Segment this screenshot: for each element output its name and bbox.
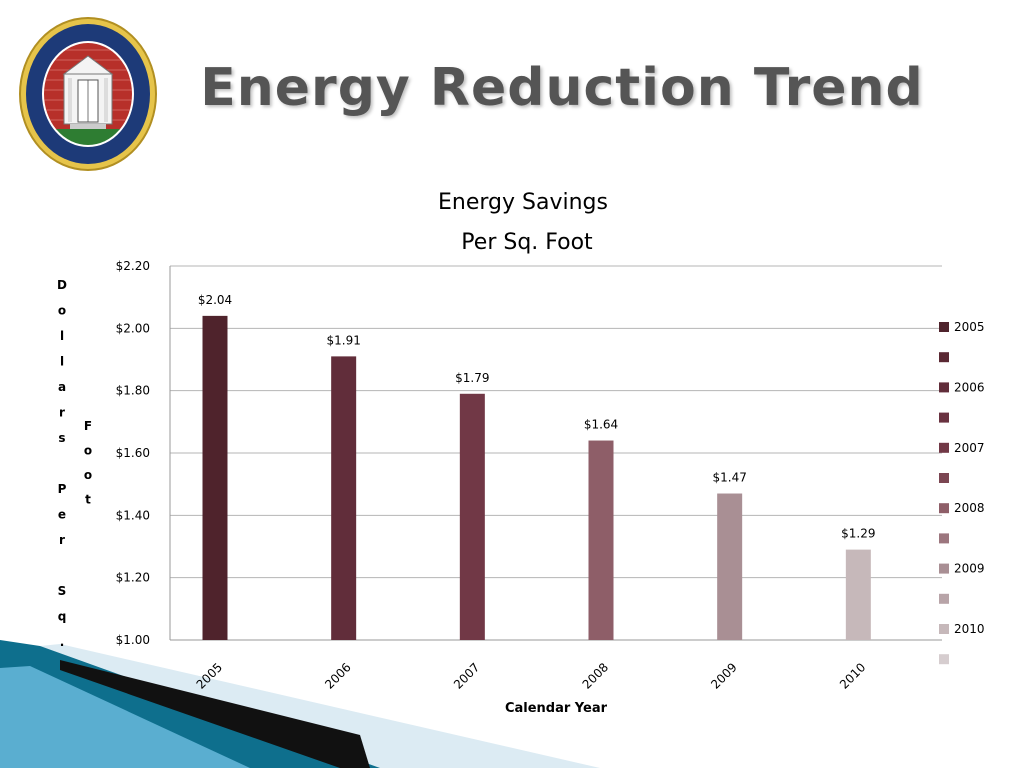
x-axis-ticks: 2005 2006 2007 2008 2009 2010 <box>194 660 869 691</box>
y-tick-label: $2.20 <box>116 259 150 273</box>
y-axis-label-char: t <box>85 493 91 507</box>
legend-swatch <box>939 533 949 544</box>
bar-value-label: $1.64 <box>584 418 618 432</box>
legend-swatch <box>939 473 949 483</box>
bar-value-label: $1.91 <box>326 333 360 347</box>
bar <box>331 356 357 640</box>
legend-swatch <box>939 503 949 514</box>
x-tick-label: 2010 <box>837 660 868 691</box>
chart-title: Energy Savings <box>438 190 608 215</box>
y-axis-label-char: a <box>58 380 66 394</box>
y-axis-label-char: F <box>84 419 92 433</box>
y-axis-label-char: l <box>60 355 64 369</box>
legend-label: 2010 <box>954 622 985 636</box>
bar <box>459 393 485 640</box>
x-tick-label: 2008 <box>580 660 611 691</box>
y-axis-label-char: o <box>84 468 92 482</box>
y-axis-ticks: $1.00 $1.20 $1.40 $1.60 $1.80 $2.00 $2.20 <box>116 259 150 647</box>
legend-label: 2009 <box>954 562 985 576</box>
bar <box>202 315 228 640</box>
y-tick-label: $1.00 <box>116 633 150 647</box>
y-tick-label: $1.40 <box>116 508 150 522</box>
y-axis-label-char: r <box>59 406 65 420</box>
corner-swoosh-decoration <box>0 640 600 768</box>
legend-swatch <box>939 624 949 634</box>
legend-swatch <box>939 412 949 423</box>
legend-swatch <box>939 654 949 665</box>
slide-title: Energy Reduction Trend <box>200 58 924 118</box>
y-tick-label: $1.80 <box>116 384 150 398</box>
x-tick-label: 2006 <box>322 660 353 691</box>
y-axis-label-char: e <box>58 508 66 522</box>
legend-swatch <box>939 442 949 453</box>
bar <box>588 440 614 640</box>
bar <box>717 493 743 640</box>
chart-subtitle: Per Sq. Foot <box>461 230 593 255</box>
bar-value-label: $1.29 <box>841 527 875 541</box>
y-axis-label-char: o <box>84 444 92 458</box>
x-tick-label: 2007 <box>451 660 482 691</box>
legend-label: 2008 <box>954 501 985 515</box>
y-axis-label-char: q <box>58 610 67 624</box>
legend-swatch <box>939 322 949 332</box>
x-tick-label: 2005 <box>194 660 225 691</box>
bar-value-label: $1.79 <box>455 371 489 385</box>
legend-swatch <box>939 593 949 604</box>
bar-value-labels: $2.04 $1.91 $1.79 $1.64 $1.47 $1.29 <box>198 293 876 541</box>
y-axis-label-char: r <box>59 533 65 547</box>
y-tick-label: $1.20 <box>116 571 150 585</box>
bar-value-label: $1.47 <box>712 471 746 485</box>
legend-label: 2006 <box>954 380 985 394</box>
legend-label: 2007 <box>954 441 985 455</box>
gridlines <box>169 265 942 641</box>
bar-value-label: $2.04 <box>198 293 232 307</box>
y-axis-label-char: l <box>60 329 64 343</box>
county-seal-logo <box>19 17 157 171</box>
legend-swatch <box>939 352 949 363</box>
y-axis-label-char: o <box>58 304 66 318</box>
bars <box>202 315 871 640</box>
y-tick-label: $1.60 <box>116 446 150 460</box>
y-axis-label-char: P <box>58 482 67 496</box>
legend-swatch <box>939 382 949 393</box>
y-axis-label-char: S <box>58 584 67 598</box>
y-axis-label-char: D <box>57 278 67 292</box>
bar <box>845 549 871 640</box>
x-tick-label: 2009 <box>708 660 739 691</box>
y-tick-label: $2.00 <box>116 321 150 335</box>
x-axis-label: Calendar Year <box>505 701 608 716</box>
legend-swatch <box>939 563 949 574</box>
y-axis-label-char: s <box>58 431 65 445</box>
y-axis-label-char: . <box>60 635 65 649</box>
legend: 2005 2006 2007 2008 2009 2010 <box>939 320 985 665</box>
legend-label: 2005 <box>954 320 985 334</box>
